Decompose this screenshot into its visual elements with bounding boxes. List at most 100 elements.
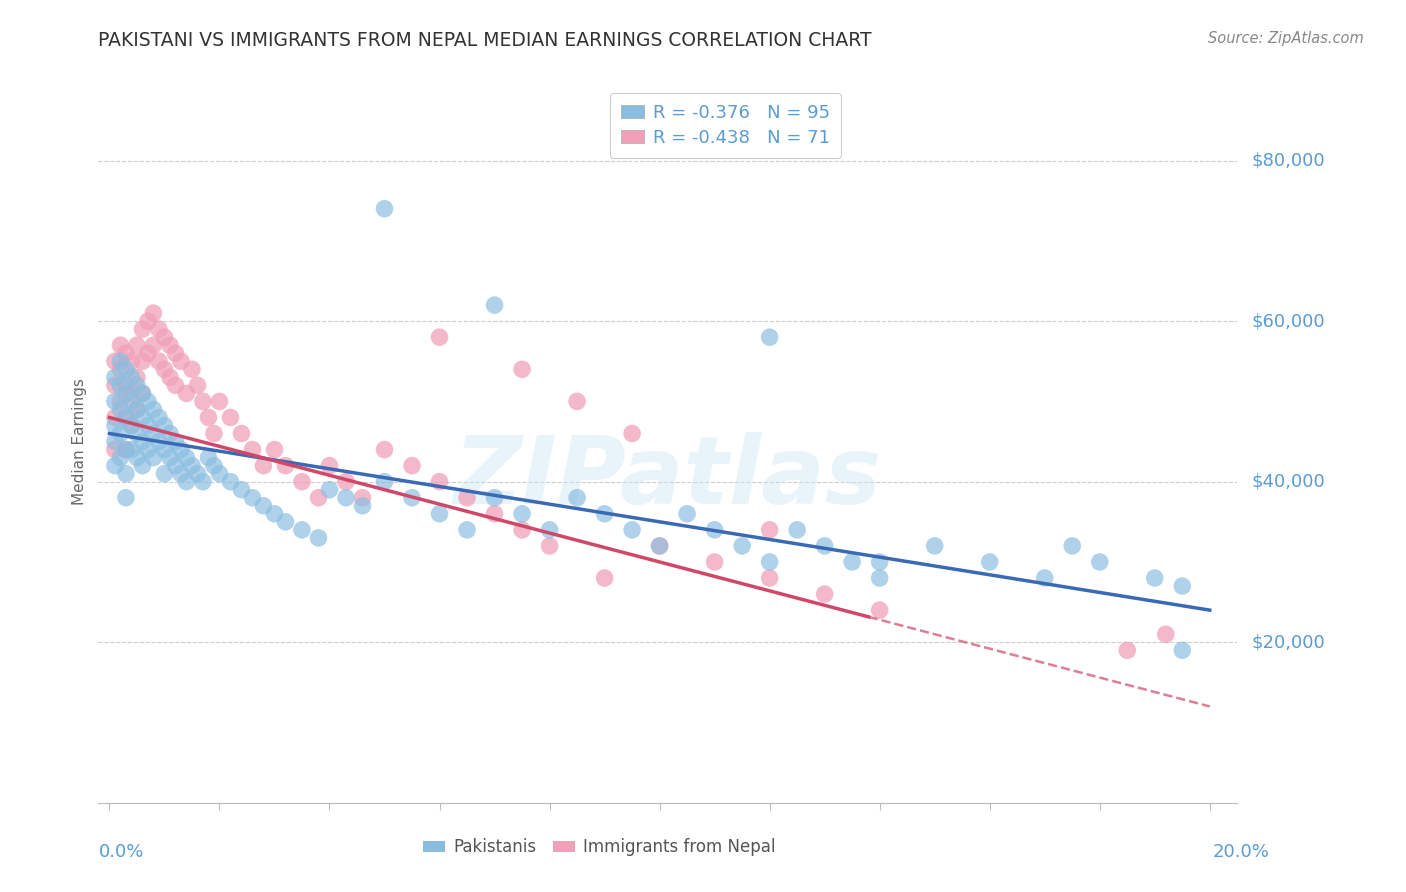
Point — [115, 467, 138, 481]
Point — [104, 370, 127, 384]
Point — [1033, 571, 1056, 585]
Point — [1154, 627, 1177, 641]
Point — [648, 539, 671, 553]
Point — [176, 450, 198, 465]
Point — [197, 410, 219, 425]
Point — [252, 499, 274, 513]
Point — [869, 603, 891, 617]
Point — [136, 314, 159, 328]
Point — [274, 515, 297, 529]
Legend: Pakistanis, Immigrants from Nepal: Pakistanis, Immigrants from Nepal — [416, 831, 782, 863]
Point — [159, 338, 181, 352]
Point — [165, 378, 187, 392]
Point — [148, 434, 170, 449]
Point — [731, 539, 754, 553]
Point — [125, 450, 148, 465]
Point — [1088, 555, 1111, 569]
Point — [110, 402, 132, 417]
Point — [979, 555, 1001, 569]
Point — [484, 491, 506, 505]
Point — [510, 507, 533, 521]
Point — [621, 426, 644, 441]
Point — [219, 475, 242, 489]
Point — [115, 442, 138, 457]
Point — [456, 491, 478, 505]
Point — [758, 555, 780, 569]
Point — [1062, 539, 1084, 553]
Point — [115, 491, 138, 505]
Point — [252, 458, 274, 473]
Point — [110, 354, 132, 368]
Text: Source: ZipAtlas.com: Source: ZipAtlas.com — [1208, 31, 1364, 46]
Point — [115, 386, 138, 401]
Point — [131, 322, 153, 336]
Point — [869, 555, 891, 569]
Point — [291, 523, 314, 537]
Point — [153, 330, 176, 344]
Point — [142, 426, 165, 441]
Point — [120, 386, 142, 401]
Point — [429, 330, 451, 344]
Point — [115, 442, 138, 457]
Point — [148, 354, 170, 368]
Point — [110, 450, 132, 465]
Point — [153, 362, 176, 376]
Point — [125, 402, 148, 417]
Point — [308, 491, 330, 505]
Point — [373, 442, 395, 457]
Text: $40,000: $40,000 — [1251, 473, 1324, 491]
Point — [263, 442, 285, 457]
Point — [136, 418, 159, 433]
Point — [648, 539, 671, 553]
Point — [142, 338, 165, 352]
Point — [208, 394, 231, 409]
Point — [136, 346, 159, 360]
Point — [318, 483, 340, 497]
Point — [131, 386, 153, 401]
Point — [165, 346, 187, 360]
Point — [401, 458, 423, 473]
Point — [110, 362, 132, 376]
Point — [1143, 571, 1166, 585]
Point — [110, 426, 132, 441]
Text: $60,000: $60,000 — [1251, 312, 1324, 330]
Point — [231, 426, 253, 441]
Point — [170, 467, 193, 481]
Point — [621, 523, 644, 537]
Point — [115, 378, 138, 392]
Point — [758, 523, 780, 537]
Point — [538, 539, 561, 553]
Point — [373, 202, 395, 216]
Point — [120, 354, 142, 368]
Point — [197, 450, 219, 465]
Point — [1171, 579, 1194, 593]
Point — [191, 394, 214, 409]
Point — [104, 458, 127, 473]
Point — [429, 475, 451, 489]
Point — [136, 442, 159, 457]
Point — [131, 410, 153, 425]
Text: 0.0%: 0.0% — [98, 843, 143, 861]
Point — [263, 507, 285, 521]
Point — [120, 418, 142, 433]
Point — [318, 458, 340, 473]
Point — [181, 362, 204, 376]
Point — [869, 571, 891, 585]
Point — [676, 507, 699, 521]
Point — [115, 410, 138, 425]
Point — [125, 338, 148, 352]
Point — [758, 330, 780, 344]
Point — [104, 354, 127, 368]
Point — [125, 370, 148, 384]
Point — [115, 410, 138, 425]
Point — [142, 450, 165, 465]
Point — [1116, 643, 1139, 657]
Point — [456, 523, 478, 537]
Point — [148, 410, 170, 425]
Point — [110, 394, 132, 409]
Point — [484, 507, 506, 521]
Point — [120, 394, 142, 409]
Point — [104, 394, 127, 409]
Point — [703, 555, 725, 569]
Point — [181, 458, 204, 473]
